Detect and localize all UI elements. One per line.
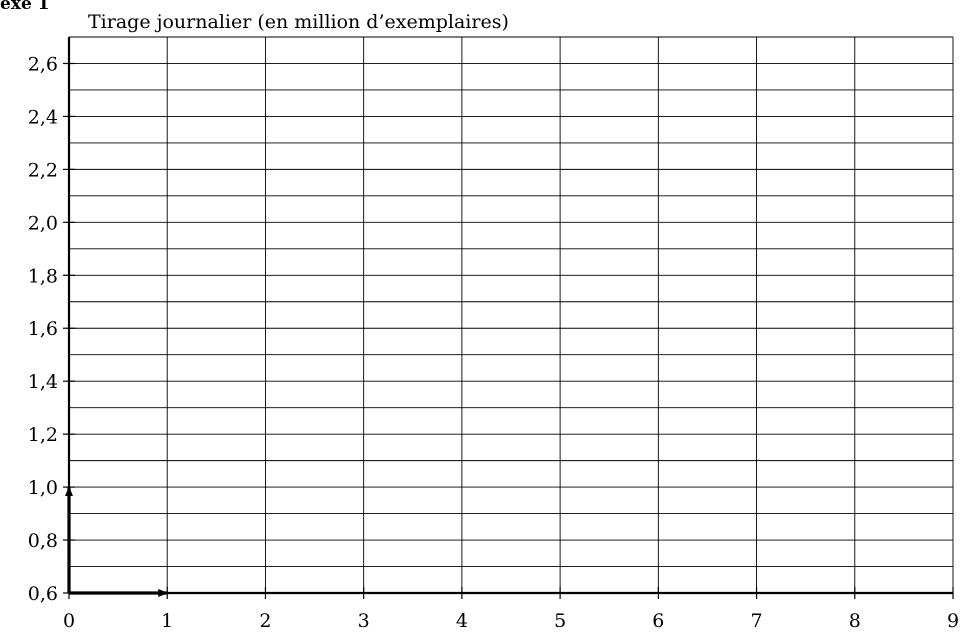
grid — [69, 36, 954, 593]
y-tick-label: 2,4 — [28, 106, 58, 128]
x-tick-label: 8 — [849, 610, 861, 632]
x-tick-label: 3 — [358, 610, 370, 632]
y-tick-label: 1,0 — [28, 477, 58, 499]
y-tick-label: 2,0 — [28, 212, 58, 234]
x-tick-label: 2 — [259, 610, 271, 632]
y-tick-label: 1,8 — [28, 265, 58, 287]
x-tick-label: 7 — [751, 610, 763, 632]
y-tick-label: 0,6 — [28, 583, 58, 605]
x-tick-label: 5 — [554, 610, 566, 632]
x-tick-label: 0 — [63, 610, 75, 632]
y-tick-label: 1,4 — [28, 371, 58, 393]
x-tick-label: 1 — [161, 610, 173, 632]
y-tick-label: 1,6 — [28, 318, 58, 340]
y-tick-label: 1,2 — [28, 424, 58, 446]
y-tick-label: 0,8 — [28, 530, 58, 552]
x-tick-label: 6 — [652, 610, 664, 632]
tick-labels: 0 1 2 3 4 5 6 7 8 9 0,6 0,8 1,0 1,2 1,4 1,6 1,8 2,0 2,2 2,4… — [28, 53, 959, 632]
unit-vectors — [65, 486, 169, 597]
y-axis-label: Tirage journalier (en million d’exemplai… — [88, 11, 509, 33]
y-tick-label: 2,6 — [28, 53, 58, 75]
x-tick-label: 9 — [947, 610, 959, 632]
y-tick-label: 2,2 — [28, 159, 58, 181]
axes — [67, 37, 953, 595]
x-tick-label: 4 — [456, 610, 468, 632]
annex-label: exe 1 — [0, 0, 50, 14]
